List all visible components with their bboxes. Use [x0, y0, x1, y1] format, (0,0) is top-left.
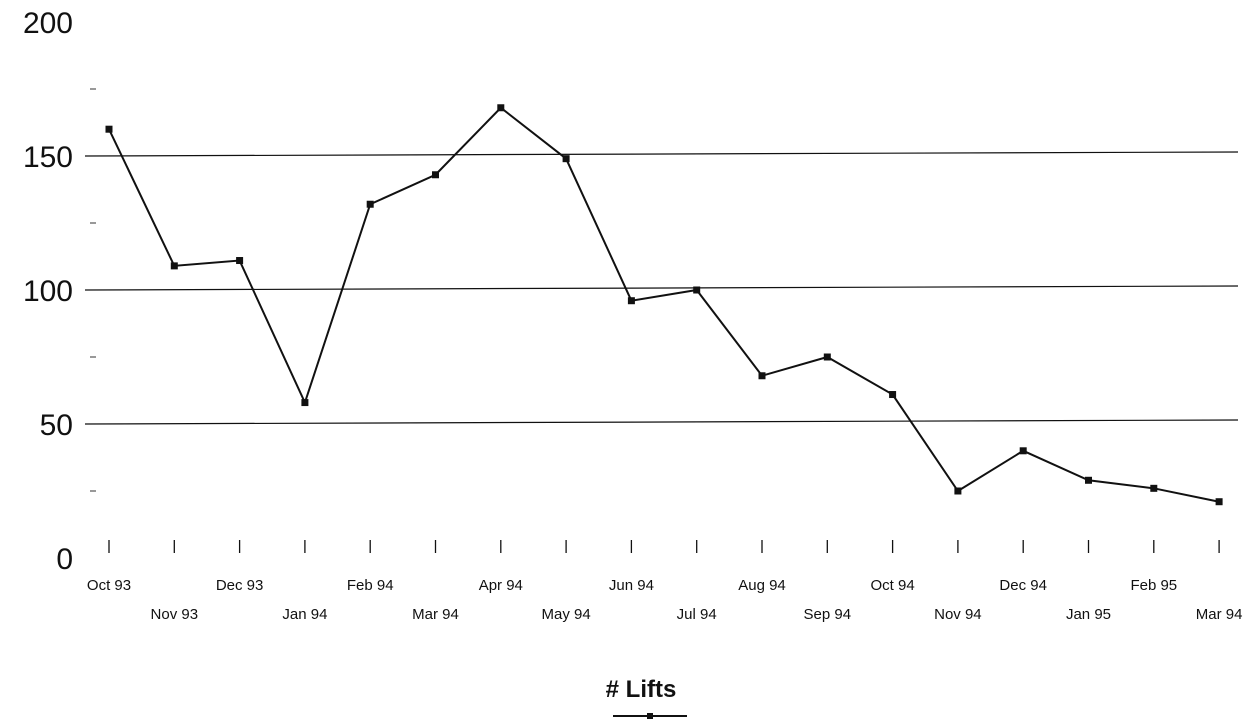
x-axis-ticks	[108, 540, 1220, 553]
data-point-5	[432, 171, 439, 179]
x-tick-label-9: Jul 94	[677, 606, 717, 623]
y-tick-label-200: 200	[23, 7, 73, 40]
data-point-8	[627, 297, 635, 305]
x-tick-labels: Oct 93 Nov 93 Dec 93 Jan 94 Feb 94 Mar 94 Apr …	[87, 577, 1243, 623]
x-tick-label-14: Dec 94	[999, 577, 1047, 594]
gridlines	[84, 151, 1239, 425]
y-tick-label-150: 150	[23, 141, 73, 174]
data-point-2	[236, 257, 244, 265]
y-minor-ticks	[90, 88, 96, 492]
data-point-11	[823, 353, 831, 361]
gridline-100	[84, 285, 1239, 291]
data-point-15	[1085, 476, 1092, 484]
data-point-9	[693, 286, 701, 294]
gridline-150	[84, 151, 1239, 157]
data-point-6	[497, 104, 505, 112]
legend-label: # Lifts	[606, 676, 677, 703]
x-tick-label-13: Nov 94	[934, 606, 982, 623]
x-tick-label-8: Jun 94	[609, 577, 654, 594]
data-point-3	[301, 399, 309, 407]
x-tick-label-16: Feb 95	[1130, 577, 1177, 594]
y-tick-label-100: 100	[23, 275, 73, 308]
x-tick-label-5: Mar 94	[412, 606, 459, 623]
x-tick-label-10: Aug 94	[738, 577, 786, 594]
data-point-16	[1150, 484, 1158, 492]
gridline-50	[84, 419, 1239, 425]
x-tick-label-12: Oct 94	[871, 577, 915, 594]
data-point-0	[105, 125, 113, 133]
data-point-17	[1215, 498, 1223, 506]
x-tick-label-11: Sep 94	[804, 606, 852, 623]
data-point-12	[889, 391, 897, 399]
data-point-10	[758, 372, 766, 380]
x-tick-label-3: Jan 94	[282, 606, 327, 623]
y-tick-labels: 0 50 100 150 200	[23, 7, 73, 576]
x-tick-label-7: May 94	[541, 606, 590, 623]
data-point-7	[562, 155, 570, 163]
x-tick-label-6: Apr 94	[479, 577, 523, 594]
series-plot	[105, 104, 1223, 506]
x-tick-label-1: Nov 93	[151, 606, 199, 623]
legend-marker-swatch	[647, 713, 653, 719]
x-tick-label-17: Mar 94	[1196, 606, 1243, 623]
y-tick-label-50: 50	[40, 409, 73, 442]
data-point-1	[170, 262, 178, 270]
data-point-13	[954, 487, 962, 495]
x-tick-label-2: Dec 93	[216, 577, 264, 594]
data-point-14	[1019, 447, 1027, 455]
legend: # Lifts	[606, 676, 687, 719]
x-tick-label-4: Feb 94	[347, 577, 394, 594]
data-point-4	[366, 200, 374, 208]
x-tick-label-0: Oct 93	[87, 577, 131, 594]
x-tick-label-15: Jan 95	[1066, 606, 1111, 623]
y-tick-label-0: 0	[56, 543, 73, 576]
series-line-0	[108, 106, 1220, 503]
